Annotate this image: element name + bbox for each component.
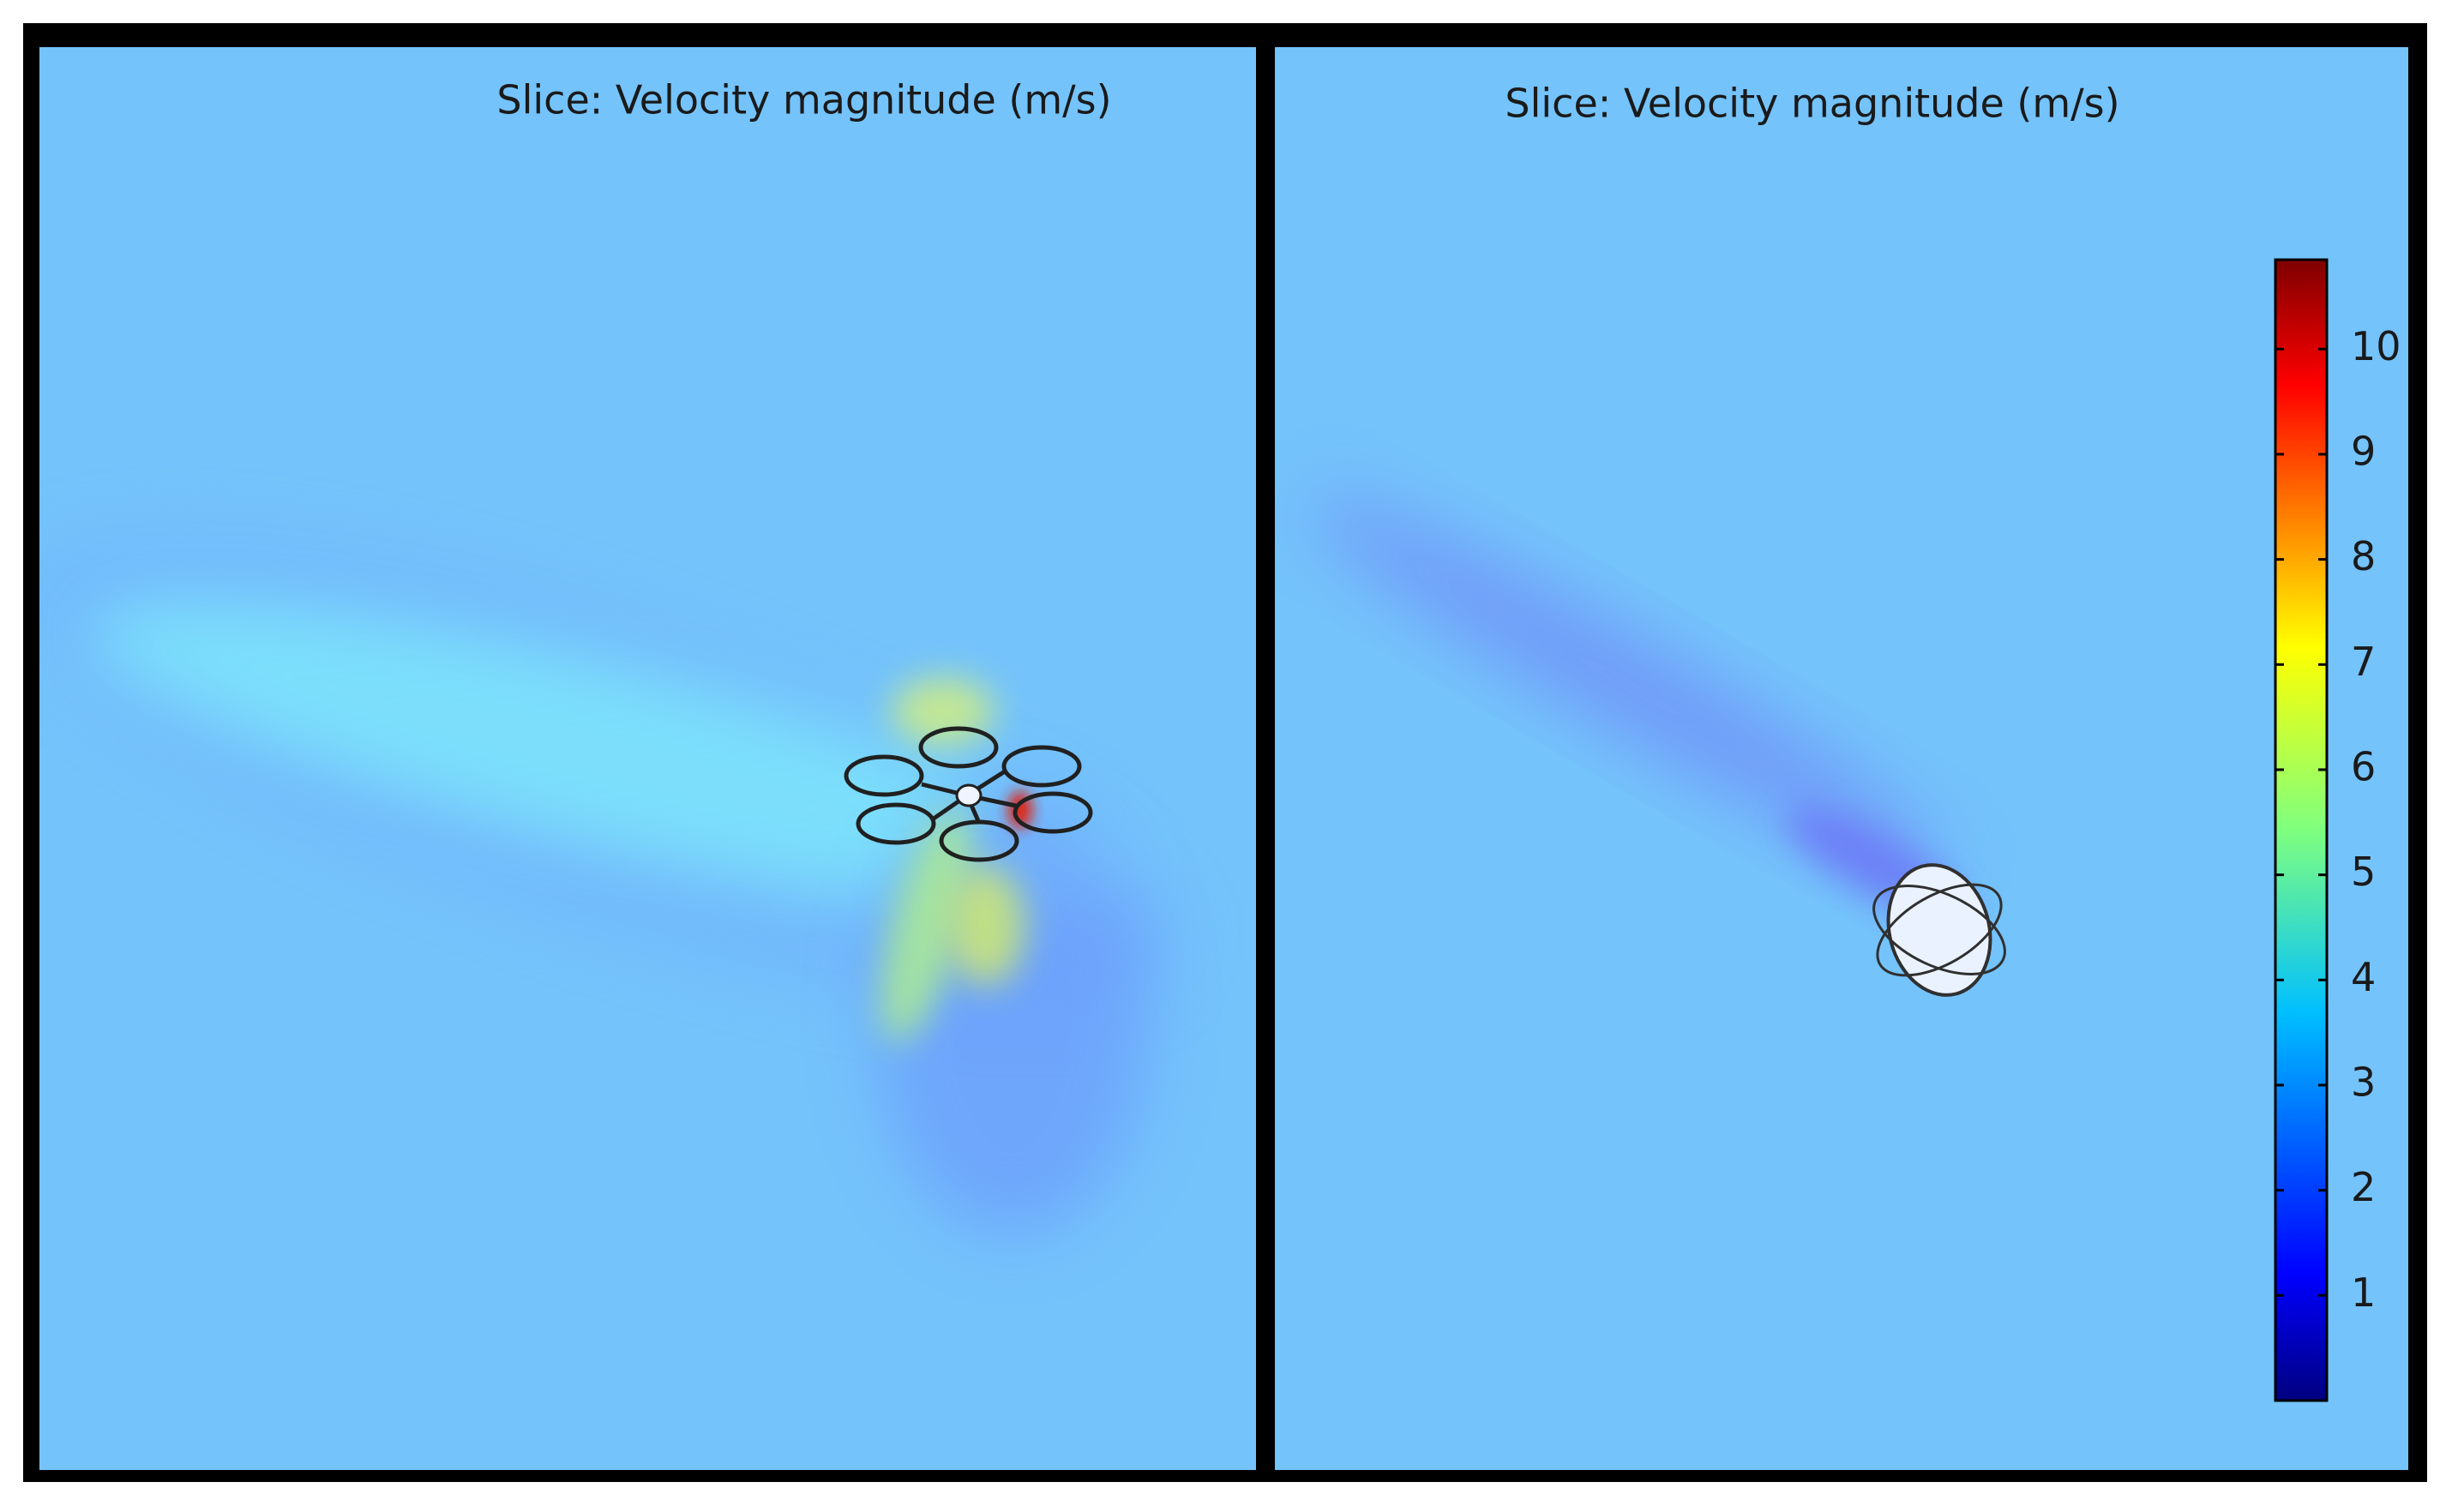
tick-label: 3: [2351, 1059, 2376, 1105]
tick-label: 2: [2351, 1164, 2376, 1210]
tick-label: 4: [2351, 954, 2376, 1000]
tick-label: 6: [2351, 743, 2376, 789]
tick-label: 7: [2351, 639, 2376, 685]
tick-label: 8: [2351, 533, 2376, 579]
panel-title: Slice: Velocity magnitude (m/s): [496, 77, 1111, 123]
left-slice: [39, 47, 1256, 1470]
tick-label: 9: [2351, 428, 2376, 474]
tick-label: 10: [2351, 323, 2401, 369]
colorbar: [2274, 258, 2329, 1402]
rotor-geometry: [1872, 863, 2006, 997]
panel-title: Slice: Velocity magnitude (m/s): [1505, 81, 2119, 127]
tick-label: 1: [2351, 1269, 2376, 1316]
tick-label: 5: [2351, 849, 2376, 895]
right-slice: [1275, 47, 2408, 1470]
